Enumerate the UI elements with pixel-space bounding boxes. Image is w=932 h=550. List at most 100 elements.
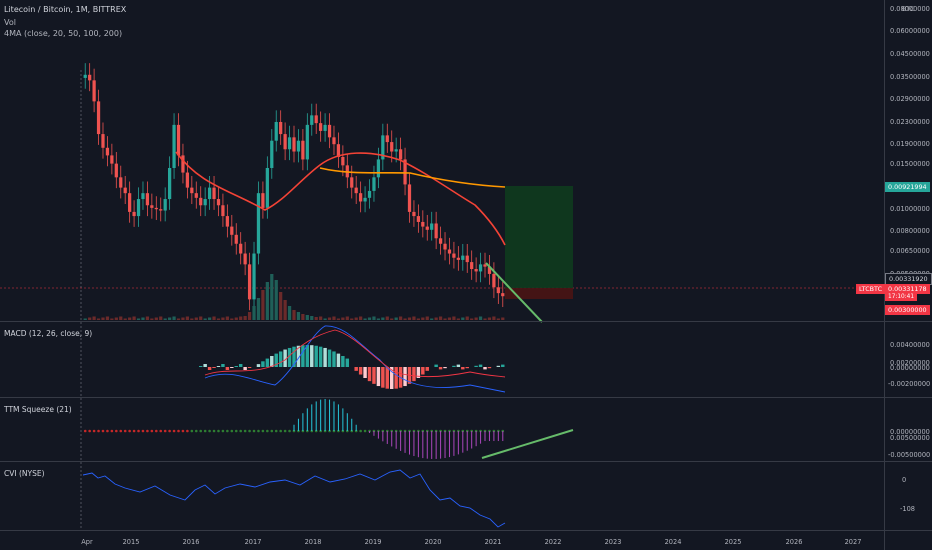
volume-bar <box>283 300 287 320</box>
squeeze-dot <box>248 429 251 433</box>
volume-bar <box>292 310 296 320</box>
volume-bar <box>438 316 443 320</box>
pane-separator[interactable] <box>0 461 932 462</box>
volume-bar <box>483 318 487 320</box>
squeeze-dot <box>163 429 167 433</box>
macd-tick: -0.00200000 <box>888 380 931 388</box>
macd-hist-bar <box>243 367 247 370</box>
time-tick: 2027 <box>844 538 862 546</box>
candle-body <box>110 155 114 164</box>
macd-title[interactable]: MACD (12, 26, close, 9) <box>4 329 93 338</box>
macd-hist-bar <box>198 366 203 367</box>
ma-legend[interactable]: 4MA (close, 20, 50, 100, 200) <box>4 29 123 38</box>
squeeze-dot <box>92 429 96 433</box>
candle-body <box>154 207 158 210</box>
squeeze-dot <box>154 429 158 433</box>
candle-body <box>416 216 420 222</box>
main-pane[interactable] <box>83 63 573 323</box>
squeeze-dot <box>226 429 229 433</box>
squeeze-dot <box>141 429 145 433</box>
macd-hist-bar <box>501 364 505 367</box>
volume-bar <box>279 292 283 320</box>
candle-body <box>336 144 341 157</box>
candle-body <box>381 135 385 160</box>
squeeze-dot <box>359 429 362 433</box>
volume-bar <box>501 317 505 320</box>
macd-hist-bar <box>221 364 225 367</box>
squeeze-dot <box>186 429 189 433</box>
volume-bar <box>314 317 318 320</box>
macd-hist-bar <box>425 367 429 371</box>
countdown-tag: 17:10:41 <box>885 293 918 301</box>
candle-body <box>461 255 465 260</box>
pane-separator[interactable] <box>0 321 932 322</box>
volume-bar <box>345 316 349 320</box>
time-tick: 2023 <box>604 538 622 546</box>
volume-bar <box>247 312 252 320</box>
ttm-tick: 0.00500000 <box>890 434 930 442</box>
pane-separator[interactable] <box>0 530 932 531</box>
volume-bar <box>434 317 438 320</box>
candle-body <box>145 193 150 206</box>
macd-hist-bar <box>483 367 487 370</box>
macd-hist-bar <box>465 367 469 369</box>
squeeze-dot <box>230 429 234 433</box>
ttm-pane[interactable] <box>83 399 574 459</box>
squeeze-dot <box>115 429 118 433</box>
volume-bar <box>327 317 332 320</box>
candle-body <box>323 124 327 131</box>
squeeze-dot <box>181 429 185 433</box>
macd-hist-bar <box>474 365 478 367</box>
squeeze-dot <box>212 429 216 433</box>
time-tick: 2016 <box>182 538 200 546</box>
volume-bar <box>256 298 261 320</box>
volume-bar <box>287 306 292 320</box>
volume-bar <box>221 317 225 320</box>
squeeze-dot <box>190 429 194 433</box>
candle-body <box>425 226 429 230</box>
macd-hist-bar <box>434 364 438 367</box>
cvi-title[interactable]: CVI (NYSE) <box>4 469 45 478</box>
candle-body <box>150 205 154 208</box>
candle-body <box>385 135 389 143</box>
macd-hist-bar <box>296 345 301 367</box>
candle-body <box>319 123 323 131</box>
macd-hist-bar <box>336 353 341 367</box>
volume-bar <box>274 280 278 320</box>
time-tick: 2025 <box>724 538 742 546</box>
volume-legend[interactable]: Vol <box>4 18 16 27</box>
volume-bar <box>394 317 398 320</box>
macd-hist-bar <box>367 367 372 382</box>
candle-body <box>247 264 252 300</box>
ma-fast-line <box>175 151 506 246</box>
volume-bar <box>185 316 190 320</box>
volume-bar <box>141 317 145 320</box>
volume-bar <box>310 316 314 320</box>
symbol-title[interactable]: Litecoin / Bitcoin, 1M, BITTREX <box>4 5 127 14</box>
volume-bar <box>110 318 114 320</box>
candle-body <box>261 193 265 208</box>
volume-bar <box>496 318 500 320</box>
macd-hist-bar <box>403 367 407 387</box>
time-tick: 2015 <box>122 538 140 546</box>
macd-hist-bar <box>354 367 358 371</box>
macd-hist-bar <box>332 351 336 367</box>
volume-bar <box>154 317 158 320</box>
candle-body <box>163 199 167 211</box>
candle-body <box>119 177 123 188</box>
candle-body <box>239 243 243 254</box>
ttm-title[interactable]: TTM Squeeze (21) <box>4 405 72 414</box>
currency-label: BTC <box>902 5 915 13</box>
volume-bar <box>83 318 87 320</box>
candle-body <box>470 262 474 270</box>
trend-line <box>485 262 543 323</box>
volume-bar <box>447 317 452 320</box>
volume-bar <box>425 316 429 320</box>
macd-hist-bar <box>358 367 363 375</box>
cvi-pane[interactable] <box>82 469 506 528</box>
pane-separator[interactable] <box>0 397 932 398</box>
candle-body <box>221 205 225 217</box>
candle-body <box>314 115 318 124</box>
macd-pane[interactable] <box>198 325 506 393</box>
